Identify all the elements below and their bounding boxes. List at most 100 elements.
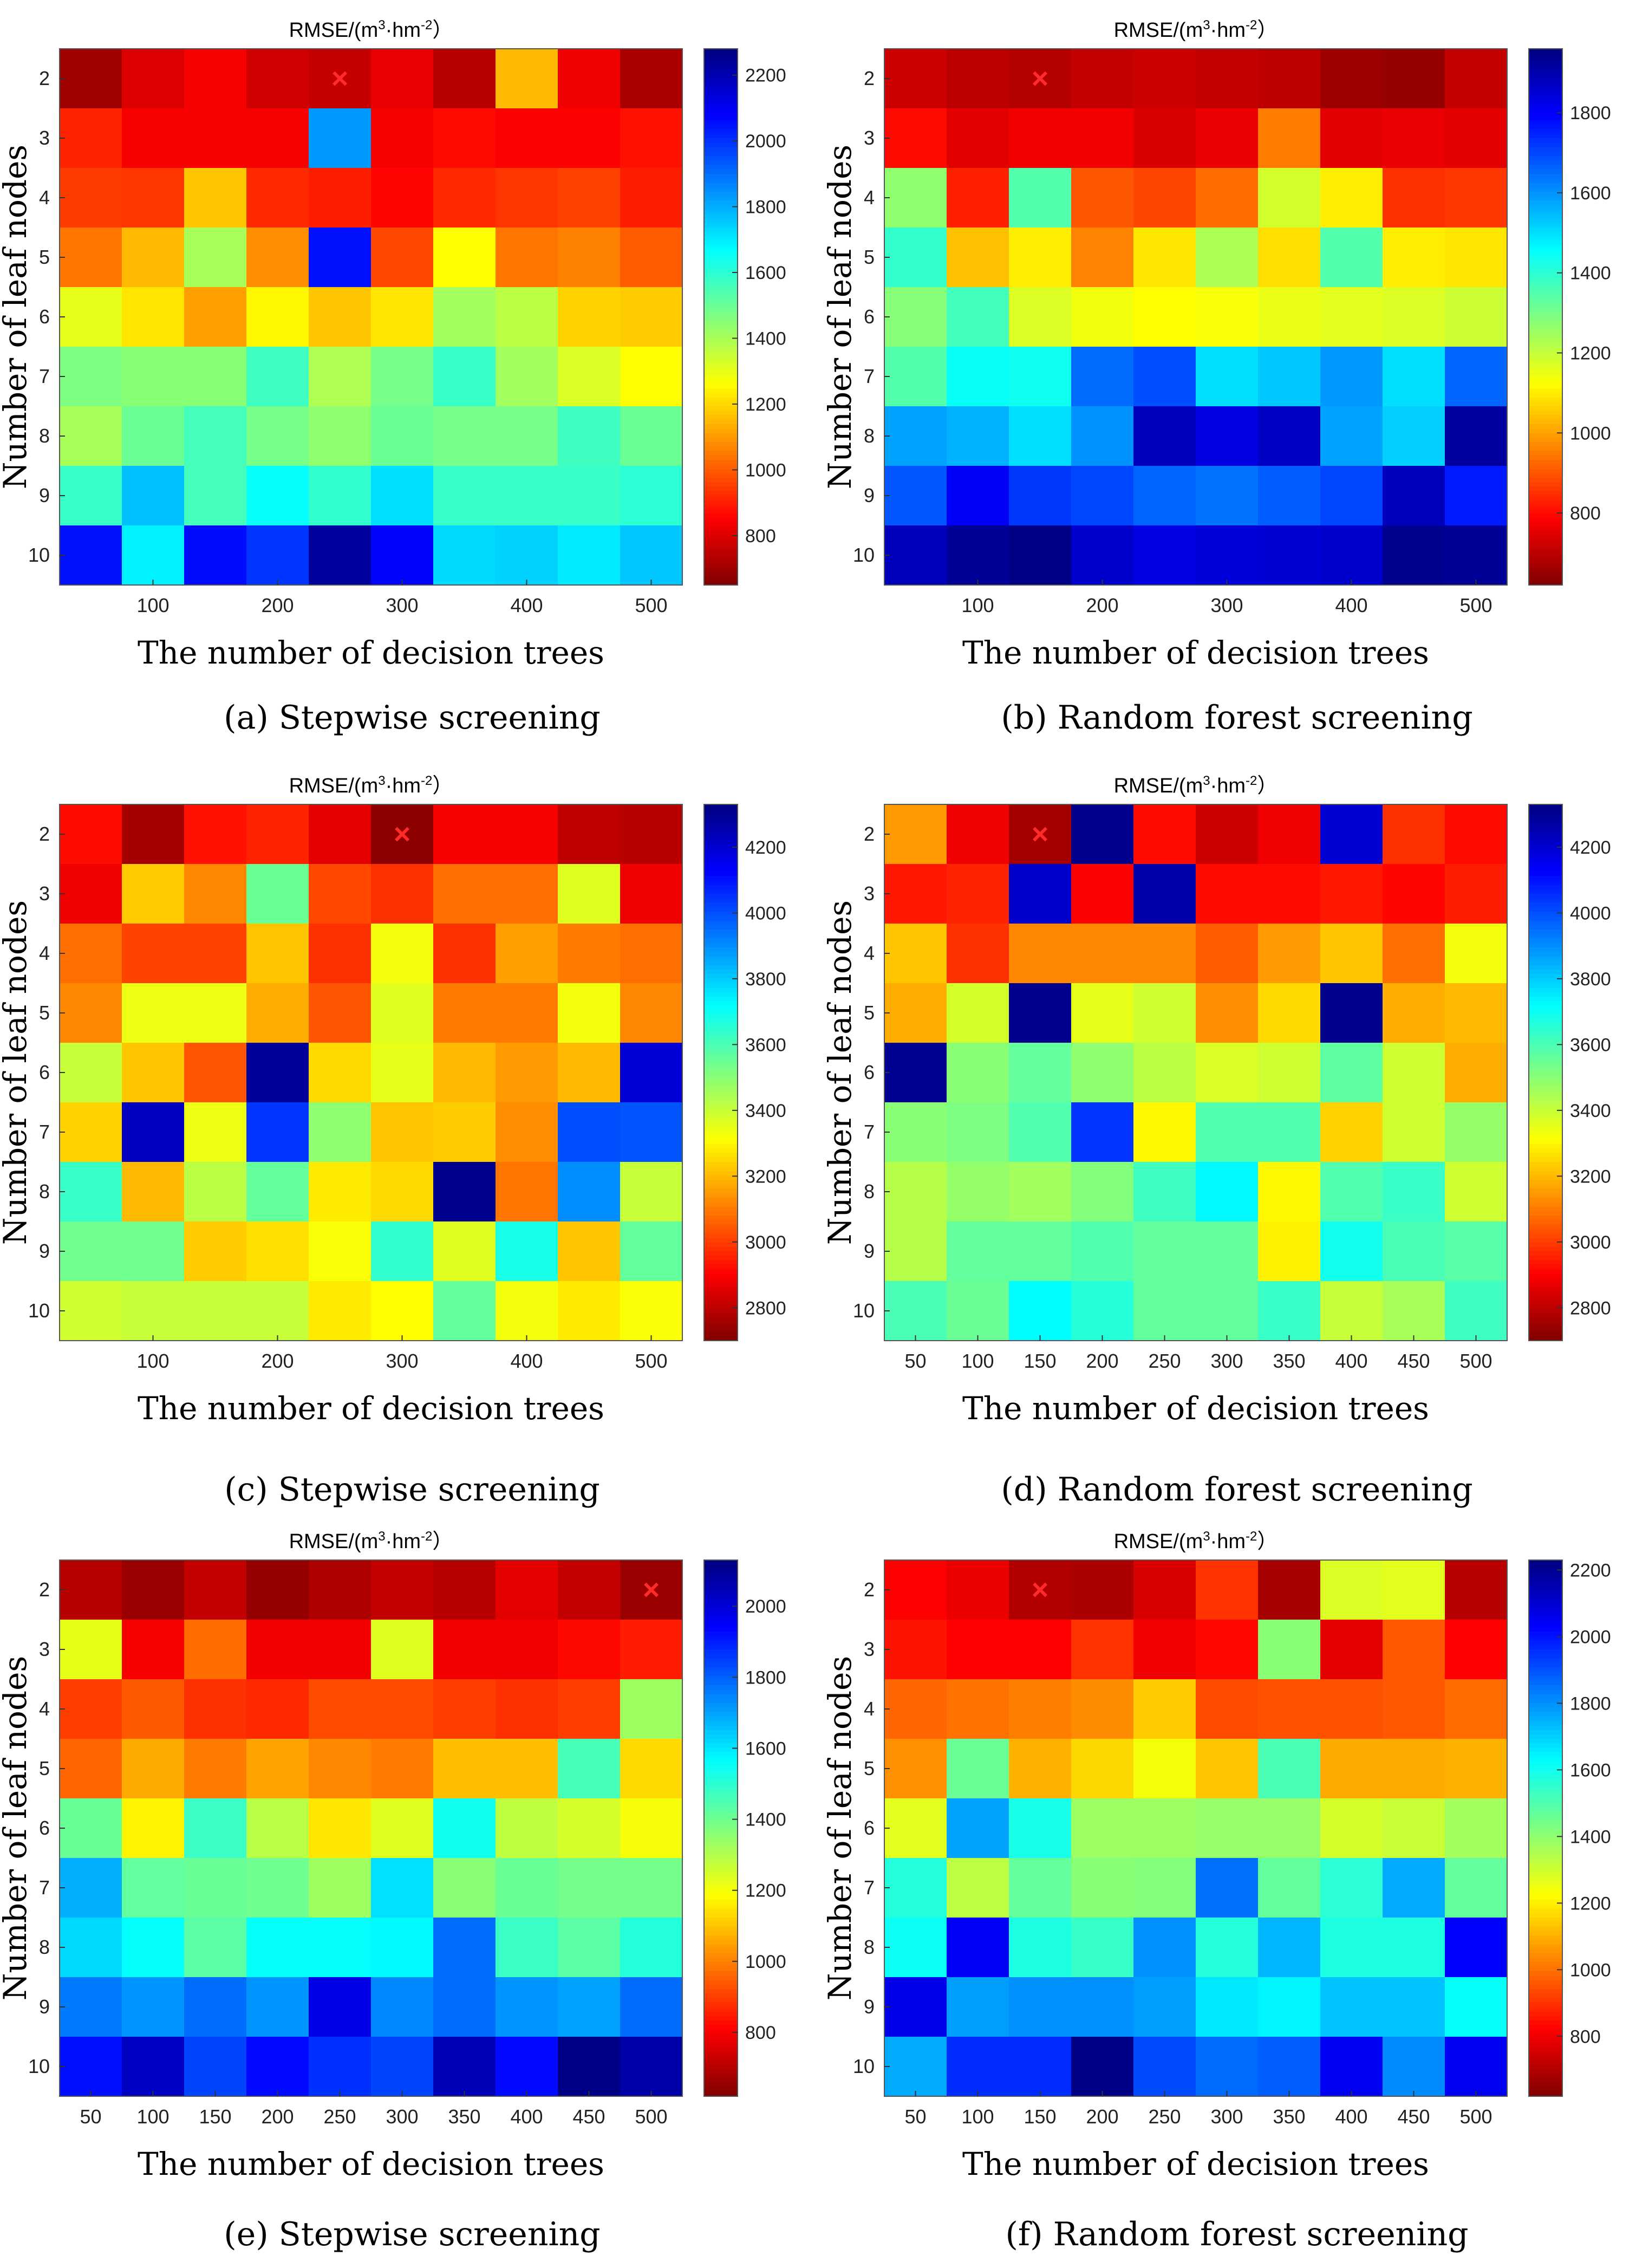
heatmap-cell [1196,1977,1259,2037]
heatmap-cell [309,1102,371,1162]
heatmap-cell [1445,1281,1508,1341]
heatmap-cell [1320,983,1383,1043]
colorbar-segment [704,974,738,979]
heatmap-cell [1258,287,1321,347]
colorbar-segment [704,1318,738,1323]
colorbar-segment [704,1935,738,1940]
colorbar-segment [1529,920,1562,926]
colorbar-segment [704,1130,738,1136]
colorbar-segment [704,1815,738,1820]
colorbar-segment [1529,580,1562,586]
heatmap-cell [1258,466,1321,526]
colorbar-segment [704,1609,738,1614]
colorbar-segment [704,1859,738,1864]
optimum-marker: × [1032,1574,1049,1606]
heatmap-cell [1258,49,1321,109]
heatmap-cell [433,1679,496,1739]
heatmap-cell [122,1162,185,1222]
heatmap-cell [309,347,371,407]
colorbar-segment [1529,1229,1562,1234]
colorbar-segment [1529,241,1562,246]
colorbar-segment [1529,1153,1562,1158]
colorbar-segment [704,317,738,322]
colorbar-segment [704,558,738,563]
heatmap-cell [1196,466,1259,526]
colorbar-segment [704,1206,738,1212]
colorbar-segment [1529,1193,1562,1198]
colorbar-segment [1529,1895,1562,1900]
chart-title-part: 3 [378,1529,385,1544]
heatmap-cell [1196,2037,1259,2097]
y-tick-label: 3 [39,882,50,905]
colorbar-segment [704,93,738,99]
heatmap-cell [620,168,683,228]
colorbar-segment [1529,898,1562,904]
colorbar-segment [1529,1144,1562,1149]
colorbar-segment [704,947,738,952]
x-tick-label: 400 [1335,1350,1367,1372]
colorbar-segment [1529,71,1562,76]
colorbar-segment [1529,938,1562,944]
heatmap-cell [60,1918,122,1978]
colorbar-segment [704,827,738,832]
chart-title-part: 3 [1203,18,1210,33]
colorbar-segment [1529,1747,1562,1753]
colorbar-segment [704,1975,738,1981]
colorbar-segment [704,1868,738,1874]
heatmap-cell [371,1798,434,1858]
colorbar-segment [704,205,738,210]
colorbar-segment [704,1989,738,1994]
colorbar-segment [1529,1171,1562,1176]
colorbar-segment [704,1900,738,1905]
colorbar-tick-label: 1000 [1570,423,1611,444]
colorbar-segment [704,1126,738,1131]
colorbar-segment [1529,1975,1562,1981]
colorbar-segment [704,1712,738,1717]
colorbar-segment [704,571,738,577]
colorbar-segment [1529,133,1562,139]
heatmap-cell [1196,1739,1259,1799]
heatmap-cell [1445,1560,1508,1620]
heatmap-cell [122,1281,185,1341]
colorbar-segment [704,1640,738,1646]
colorbar-segment [1529,2016,1562,2021]
heatmap-cell [1383,168,1445,228]
colorbar-segment [704,1059,738,1064]
chart-title-part: -2 [421,18,432,33]
colorbar-segment [704,1198,738,1203]
colorbar-segment [1529,321,1562,327]
heatmap-cell [60,983,122,1043]
colorbar-segment [1529,1850,1562,1856]
heatmap-cell [620,983,683,1043]
heatmap-cell [246,1560,309,1620]
colorbar-segment [704,1895,738,1900]
colorbar-segment [704,1672,738,1677]
colorbar-segment [704,1041,738,1047]
heatmap-cell [1196,108,1259,168]
heatmap-cell [947,864,1009,924]
heatmap-cell [558,1679,621,1739]
colorbar-segment [704,1273,738,1279]
heatmap-cell [1320,1679,1383,1739]
colorbar-tick-label: 1400 [1570,1827,1611,1847]
colorbar-segment [704,1287,738,1292]
heatmap-cell [371,1918,434,1978]
colorbar-segment [1529,1886,1562,1892]
caption-c: (c) Stepwise screening [224,1471,600,1509]
heatmap-cell [947,1918,1009,1978]
heatmap-cell [433,287,496,347]
colorbar-segment [704,1770,738,1775]
colorbar-segment [704,343,738,349]
chart-panel-e: RMSE/(m3·hm-2） × 2 3 4 5 6 7 8 9 10 50 100 150 200 250 3… [0,1511,824,2267]
heatmap-cell [371,864,434,924]
colorbar-frame [1528,48,1563,586]
colorbar-segment [704,813,738,818]
heatmap-cell [1009,49,1072,109]
heatmap-cell [1320,1102,1383,1162]
heatmap-cell [371,49,434,109]
y-tick-label: 2 [39,823,50,845]
heatmap-cell [1196,924,1259,984]
heatmap-cell [1071,1679,1134,1739]
heatmap-cell [558,406,621,466]
colorbar-segment [1529,1757,1562,1762]
